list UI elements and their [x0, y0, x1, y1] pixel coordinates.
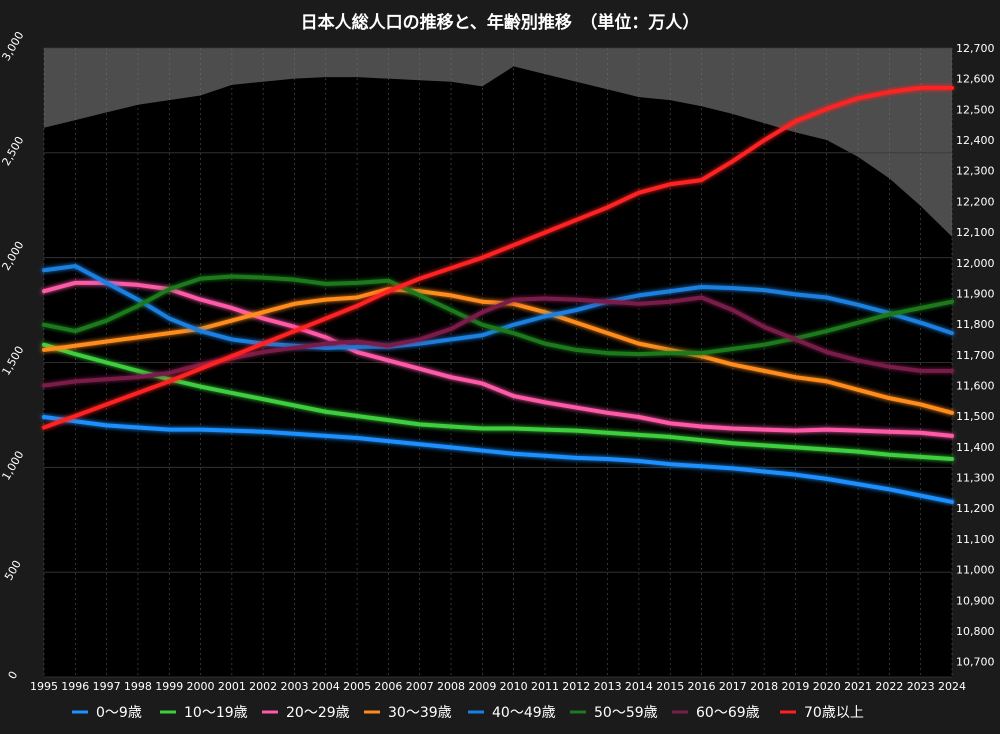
total-population-area — [44, 48, 952, 237]
y-left-tick-label: 2,500 — [0, 134, 26, 168]
y-right-tick-label: 11,800 — [956, 318, 995, 331]
x-tick-label: 2024 — [938, 680, 966, 693]
legend-label-0: 0〜9歳 — [96, 705, 142, 721]
legend-label-7: 70歳以上 — [804, 705, 864, 721]
legend-label-3: 30〜39歳 — [388, 705, 452, 721]
y-right-tick-label: 12,500 — [956, 103, 995, 116]
x-tick-label: 1998 — [124, 680, 152, 693]
series-line-1 — [42, 342, 954, 461]
y-right-tick-label: 11,000 — [956, 564, 995, 577]
y-left-tick-label: 1,000 — [0, 449, 26, 483]
series-line-2 — [42, 280, 954, 438]
y-left-tick-label: 500 — [2, 558, 24, 583]
y-left-tick-label: 2,000 — [0, 239, 26, 273]
y-right-tick-label: 12,100 — [956, 226, 995, 239]
x-tick-label: 2002 — [249, 680, 277, 693]
x-tick-label: 2022 — [875, 680, 903, 693]
y-right-tick-label: 12,000 — [956, 257, 995, 270]
x-tick-label: 2019 — [781, 680, 809, 693]
y-right-tick-label: 11,700 — [956, 349, 995, 362]
x-tick-label: 2023 — [907, 680, 935, 693]
x-tick-label: 1995 — [30, 680, 58, 693]
y-right-tick-label: 12,700 — [956, 42, 995, 55]
y-right-tick-label: 11,100 — [956, 533, 995, 546]
legend-label-6: 60〜69歳 — [696, 705, 760, 721]
x-tick-label: 2015 — [656, 680, 684, 693]
x-tick-label: 2014 — [625, 680, 653, 693]
legend-label-5: 50〜59歳 — [594, 705, 658, 721]
x-tick-label: 2020 — [813, 680, 841, 693]
y-left-tick-label: 3,000 — [0, 29, 26, 63]
x-tick-label: 2006 — [374, 680, 402, 693]
x-tick-label: 2018 — [750, 680, 778, 693]
x-tick-label: 2009 — [468, 680, 496, 693]
x-tick-label: 2008 — [437, 680, 465, 693]
legend-label-4: 40〜49歳 — [492, 705, 556, 721]
y-right-tick-label: 10,700 — [956, 656, 995, 669]
series-line-5 — [42, 274, 954, 357]
chart-title: 日本人総人口の推移と、年齢別推移 （単位：万人） — [300, 13, 700, 33]
y-left-tick-label: 0 — [6, 669, 21, 682]
x-tick-label: 2004 — [312, 680, 340, 693]
x-tick-label: 2005 — [343, 680, 371, 693]
x-tick-label: 1999 — [155, 680, 183, 693]
x-tick-label: 2013 — [594, 680, 622, 693]
y-right-tick-label: 11,400 — [956, 441, 995, 454]
x-tick-label: 1997 — [93, 680, 121, 693]
series-line-0 — [42, 415, 954, 504]
x-tick-label: 1996 — [61, 680, 89, 693]
x-tick-label: 2017 — [719, 680, 747, 693]
legend-label-2: 20〜29歳 — [286, 705, 350, 721]
legend-label-1: 10〜19歳 — [184, 705, 248, 721]
series-line-7 — [42, 85, 954, 430]
x-tick-label: 2003 — [280, 680, 308, 693]
x-tick-label: 2012 — [562, 680, 590, 693]
y-right-tick-label: 11,600 — [956, 380, 995, 393]
y-right-tick-label: 10,900 — [956, 594, 995, 607]
y-right-tick-label: 12,300 — [956, 165, 995, 178]
x-tick-label: 2001 — [218, 680, 246, 693]
y-right-tick-label: 11,900 — [956, 287, 995, 300]
x-tick-label: 2010 — [500, 680, 528, 693]
x-tick-label: 2007 — [406, 680, 434, 693]
y-right-tick-label: 11,500 — [956, 410, 995, 423]
x-tick-label: 2011 — [531, 680, 559, 693]
x-tick-label: 2000 — [187, 680, 215, 693]
y-left-tick-label: 1,500 — [0, 344, 26, 378]
y-right-tick-label: 12,200 — [956, 195, 995, 208]
y-right-tick-label: 11,300 — [956, 472, 995, 485]
x-tick-label: 2021 — [844, 680, 872, 693]
series-line-6 — [42, 295, 954, 388]
y-right-tick-label: 11,200 — [956, 502, 995, 515]
y-right-tick-label: 12,400 — [956, 134, 995, 147]
x-tick-label: 2016 — [688, 680, 716, 693]
y-right-tick-label: 12,600 — [956, 73, 995, 86]
y-right-tick-label: 10,800 — [956, 625, 995, 638]
